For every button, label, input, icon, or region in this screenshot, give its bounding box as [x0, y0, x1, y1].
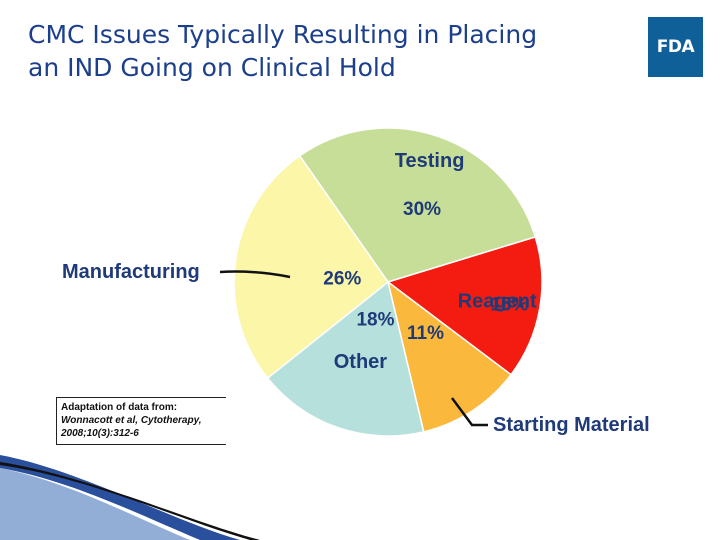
pie-slice-reagent [386, 236, 543, 376]
pie-slice-testing [298, 127, 537, 283]
pie-slice-starting-material [386, 280, 513, 433]
source-citation: Adaptation of data from: Wonnacott et al… [56, 397, 226, 445]
footer-swoosh [0, 455, 260, 540]
source-citation-ref: Wonnacott et al, Cytotherapy, 2008;10(3)… [61, 415, 202, 439]
source-citation-head: Adaptation of data from: [61, 402, 178, 413]
slice-label-manufacturing: Manufacturing [62, 261, 200, 283]
pie-slice-other [266, 280, 425, 437]
slice-pct-reagent: 15% [490, 294, 528, 315]
slice-pct-other: 18% [356, 309, 394, 330]
leader-line-manufacturing [219, 270, 291, 279]
slice-pct-manufacturing: 26% [323, 268, 361, 289]
slice-label-starting-material: Starting Material [493, 414, 650, 436]
slice-label-reagent: Reagent [458, 290, 537, 312]
pie-slices [233, 127, 543, 437]
pie-labels: Testing 30% Reagent 15% Starting Materia… [62, 150, 650, 436]
slice-pct-testing: 30% [403, 199, 441, 220]
slice-label-other: Other [334, 351, 388, 373]
leader-line-starting-material [450, 397, 488, 427]
fda-logo-text: FDA [656, 37, 695, 57]
slice-pct-starting-material: 11% [407, 323, 444, 344]
pie-slice-manufacturing [233, 154, 390, 380]
page-title: CMC Issues Typically Resulting in Placin… [28, 20, 538, 82]
slice-label-testing: Testing [395, 150, 465, 172]
fda-logo: FDA [648, 17, 703, 77]
